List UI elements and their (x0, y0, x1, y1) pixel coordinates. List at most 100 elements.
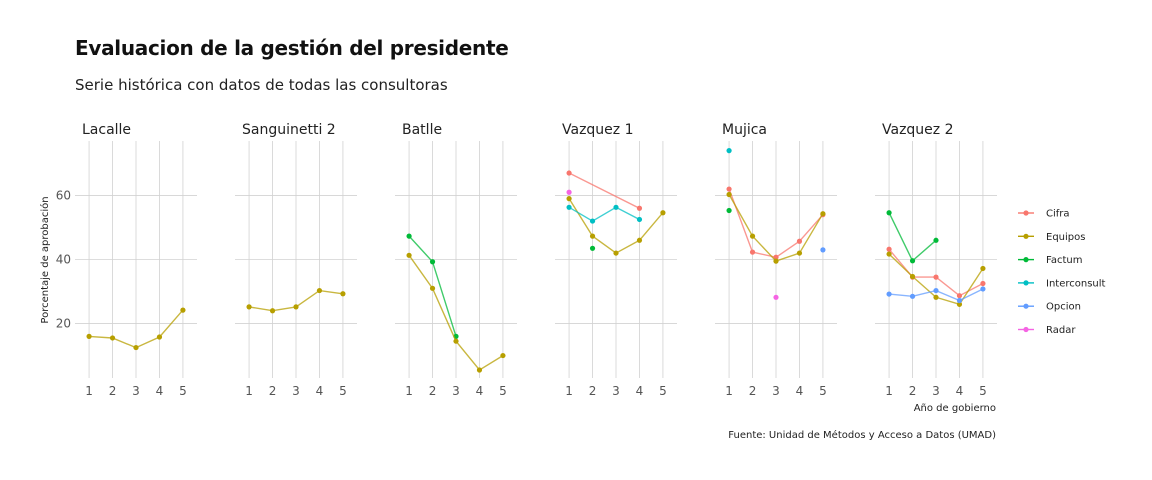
panel-title: Lacalle (82, 122, 131, 138)
y-tick-label: 60 (56, 188, 71, 202)
x-tick-label: 5 (659, 384, 667, 398)
legend-label: Opcion (1046, 302, 1081, 313)
data-point-equipos (726, 191, 732, 198)
panel-title: Vazquez 2 (882, 122, 954, 138)
data-point-equipos (453, 338, 459, 344)
legend-label: Equipos (1046, 232, 1085, 243)
data-point-equipos (429, 285, 436, 291)
legend-item-opcion: Opcion (1018, 302, 1081, 313)
data-point-equipos (886, 251, 892, 257)
data-point-interconsult (613, 204, 619, 210)
data-point-cifra (886, 246, 892, 252)
legend: Cifra Equipos Factum Interconsult Opcion Rada… (1018, 209, 1106, 336)
x-tick-label: 5 (499, 384, 507, 398)
y-tick-label: 40 (56, 253, 71, 267)
x-tick-label: 5 (979, 384, 987, 398)
x-tick-label: 3 (772, 384, 780, 398)
data-point-cifra (933, 274, 939, 280)
x-tick-label: 4 (316, 384, 324, 398)
data-point-factum (909, 258, 916, 264)
panel-title: Sanguinetti 2 (242, 122, 336, 138)
data-point-opcion (820, 247, 826, 253)
data-point-equipos (749, 233, 756, 239)
legend-label: Interconsult (1046, 278, 1106, 289)
x-tick-label: 2 (909, 384, 917, 398)
data-point-factum (726, 207, 732, 214)
x-tick-label: 1 (245, 384, 253, 398)
data-point-cifra (773, 254, 779, 260)
x-tick-label: 3 (612, 384, 620, 398)
data-point-equipos (796, 250, 803, 256)
data-point-equipos (180, 307, 186, 313)
data-point-factum (886, 210, 892, 216)
series-line-cifra (568, 172, 640, 209)
y-tick-label: 20 (56, 317, 71, 331)
legend-item-factum: Factum (1018, 255, 1082, 266)
data-point-factum (406, 233, 412, 239)
x-tick-label: 3 (132, 384, 140, 398)
x-tick-label: 2 (749, 384, 757, 398)
legend-key-point (1023, 233, 1029, 239)
legend-key-point (1023, 210, 1029, 216)
data-point-cifra (636, 205, 643, 211)
legend-label: Factum (1046, 255, 1082, 266)
x-tick-label: 1 (85, 384, 93, 398)
data-point-factum (933, 237, 939, 243)
data-point-equipos (980, 265, 986, 272)
panel-title: Batlle (402, 122, 442, 138)
data-point-opcion (933, 287, 939, 294)
legend-key-point (1023, 303, 1029, 309)
series-line-interconsult (568, 206, 640, 222)
data-point-interconsult (589, 218, 596, 224)
x-tick-label: 2 (269, 384, 277, 398)
panel-mujica: Mujica 1 2 3 4 5 (715, 122, 837, 398)
data-point-radar (566, 189, 572, 195)
data-point-equipos (476, 367, 483, 373)
y-axis-title: Porcentaje de aprobación (39, 196, 51, 323)
x-tick-label: 4 (156, 384, 164, 398)
panel-batlle: Batlle 1 2 3 4 5 (395, 122, 517, 398)
x-tick-label: 1 (565, 384, 573, 398)
data-point-factum (429, 259, 436, 265)
data-point-equipos (406, 252, 412, 258)
data-point-radar (773, 294, 779, 300)
panel-sanguinetti-2: Sanguinetti 2 1 2 3 4 5 (235, 122, 357, 398)
data-point-opcion (956, 297, 963, 304)
data-point-cifra (749, 249, 756, 255)
x-tick-label: 5 (819, 384, 827, 398)
data-point-interconsult (636, 216, 643, 223)
chart-subtitle: Serie histórica con datos de todas las c… (75, 76, 448, 94)
data-point-equipos (660, 210, 666, 216)
data-point-equipos (566, 196, 572, 202)
panel-title: Vazquez 1 (562, 122, 634, 138)
data-point-equipos (293, 304, 299, 310)
panel-lacalle: Lacalle 1 2 3 4 5 20 40 60 (56, 122, 197, 398)
data-point-equipos (589, 233, 596, 239)
data-point-equipos (133, 344, 139, 351)
x-tick-label: 4 (956, 384, 964, 398)
data-point-equipos (316, 287, 323, 294)
x-tick-label: 1 (405, 384, 413, 398)
panel-vazquez-1: Vazquez 1 1 2 3 4 5 (555, 122, 677, 398)
legend-key-point (1023, 257, 1029, 263)
data-point-cifra (566, 170, 572, 176)
x-tick-label: 3 (932, 384, 940, 398)
x-tick-label: 3 (452, 384, 460, 398)
data-point-equipos (156, 334, 163, 340)
data-point-cifra (956, 293, 963, 299)
data-point-factum (589, 245, 596, 251)
panel-vazquez-2: Vazquez 2 1 2 3 4 5 (875, 122, 997, 398)
data-point-cifra (980, 280, 986, 287)
chart-title: Evaluacion de la gestión del presidente (75, 36, 509, 60)
legend-label: Cifra (1046, 209, 1070, 220)
x-tick-label: 2 (589, 384, 597, 398)
data-point-equipos (820, 211, 826, 217)
x-tick-label: 4 (636, 384, 644, 398)
data-point-opcion (886, 291, 892, 297)
data-point-equipos (109, 335, 116, 341)
data-point-equipos (933, 294, 939, 300)
data-point-equipos (636, 237, 643, 243)
data-point-equipos (613, 250, 619, 256)
x-tick-label: 4 (476, 384, 484, 398)
